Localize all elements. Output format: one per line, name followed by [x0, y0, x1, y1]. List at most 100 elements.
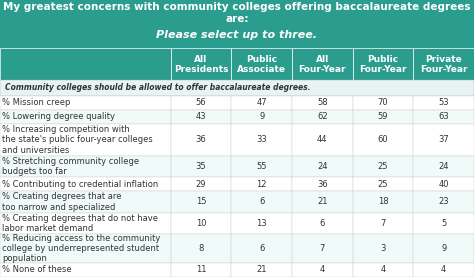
- Text: % Contributing to credential inflation: % Contributing to credential inflation: [2, 180, 159, 189]
- FancyBboxPatch shape: [231, 177, 292, 191]
- Text: 70: 70: [378, 98, 388, 107]
- Text: 7: 7: [319, 244, 325, 253]
- Text: 55: 55: [256, 162, 267, 171]
- Text: 10: 10: [196, 219, 206, 228]
- FancyBboxPatch shape: [292, 177, 353, 191]
- Text: 6: 6: [259, 244, 264, 253]
- FancyBboxPatch shape: [0, 191, 171, 213]
- FancyBboxPatch shape: [353, 110, 413, 124]
- FancyBboxPatch shape: [231, 191, 292, 213]
- FancyBboxPatch shape: [0, 213, 171, 234]
- FancyBboxPatch shape: [0, 110, 171, 124]
- FancyBboxPatch shape: [0, 263, 171, 277]
- Text: 4: 4: [441, 265, 447, 274]
- Text: 5: 5: [441, 219, 447, 228]
- Text: 15: 15: [196, 198, 206, 206]
- FancyBboxPatch shape: [353, 213, 413, 234]
- FancyBboxPatch shape: [0, 48, 171, 80]
- FancyBboxPatch shape: [231, 213, 292, 234]
- FancyBboxPatch shape: [171, 213, 231, 234]
- FancyBboxPatch shape: [171, 191, 231, 213]
- Text: 25: 25: [378, 162, 388, 171]
- FancyBboxPatch shape: [0, 80, 474, 96]
- Text: Public
Associate: Public Associate: [237, 55, 286, 74]
- Text: 62: 62: [317, 112, 328, 122]
- Text: All
Presidents: All Presidents: [174, 55, 228, 74]
- FancyBboxPatch shape: [231, 263, 292, 277]
- FancyBboxPatch shape: [292, 156, 353, 177]
- Text: % Stretching community college
budgets too far: % Stretching community college budgets t…: [2, 157, 139, 176]
- Text: 56: 56: [196, 98, 206, 107]
- FancyBboxPatch shape: [231, 124, 292, 156]
- Text: 36: 36: [196, 135, 206, 144]
- Text: 21: 21: [256, 265, 267, 274]
- FancyBboxPatch shape: [171, 263, 231, 277]
- FancyBboxPatch shape: [413, 234, 474, 263]
- FancyBboxPatch shape: [0, 177, 171, 191]
- Text: 29: 29: [196, 180, 206, 189]
- Text: 63: 63: [438, 112, 449, 122]
- Text: 35: 35: [196, 162, 206, 171]
- Text: 18: 18: [378, 198, 388, 206]
- FancyBboxPatch shape: [171, 124, 231, 156]
- Text: 7: 7: [380, 219, 386, 228]
- FancyBboxPatch shape: [292, 124, 353, 156]
- Text: 59: 59: [378, 112, 388, 122]
- Text: 33: 33: [256, 135, 267, 144]
- Text: % Reducing access to the community
college by underrepresented student
populatio: % Reducing access to the community colle…: [2, 234, 161, 263]
- Text: My greatest concerns with community colleges offering baccalaureate degrees are:: My greatest concerns with community coll…: [3, 2, 471, 24]
- FancyBboxPatch shape: [171, 234, 231, 263]
- Text: 44: 44: [317, 135, 328, 144]
- Text: 3: 3: [380, 244, 386, 253]
- FancyBboxPatch shape: [353, 96, 413, 110]
- FancyBboxPatch shape: [353, 191, 413, 213]
- FancyBboxPatch shape: [231, 156, 292, 177]
- FancyBboxPatch shape: [171, 156, 231, 177]
- FancyBboxPatch shape: [0, 156, 171, 177]
- Text: 12: 12: [256, 180, 267, 189]
- Text: 43: 43: [196, 112, 206, 122]
- FancyBboxPatch shape: [413, 124, 474, 156]
- Text: 11: 11: [196, 265, 206, 274]
- Text: Community colleges should be allowed to offer baccalaureate degrees.: Community colleges should be allowed to …: [5, 83, 310, 93]
- Text: % Mission creep: % Mission creep: [2, 98, 71, 107]
- FancyBboxPatch shape: [413, 177, 474, 191]
- FancyBboxPatch shape: [231, 48, 292, 80]
- FancyBboxPatch shape: [171, 48, 231, 80]
- FancyBboxPatch shape: [292, 234, 353, 263]
- FancyBboxPatch shape: [292, 48, 353, 80]
- FancyBboxPatch shape: [413, 110, 474, 124]
- Text: % Creating degrees that do not have
labor market demand: % Creating degrees that do not have labo…: [2, 214, 158, 233]
- Text: 4: 4: [319, 265, 325, 274]
- FancyBboxPatch shape: [353, 263, 413, 277]
- Text: % Increasing competition with
the state's public four-year colleges
and universi: % Increasing competition with the state'…: [2, 125, 153, 155]
- FancyBboxPatch shape: [413, 48, 474, 80]
- FancyBboxPatch shape: [231, 96, 292, 110]
- Text: 8: 8: [198, 244, 204, 253]
- Text: 21: 21: [317, 198, 328, 206]
- Text: 58: 58: [317, 98, 328, 107]
- Text: All
Four-Year: All Four-Year: [299, 55, 346, 74]
- Text: % Creating degrees that are
too narrow and specialized: % Creating degrees that are too narrow a…: [2, 192, 122, 212]
- FancyBboxPatch shape: [292, 110, 353, 124]
- Text: 6: 6: [319, 219, 325, 228]
- FancyBboxPatch shape: [353, 156, 413, 177]
- Text: 23: 23: [438, 198, 449, 206]
- Text: 24: 24: [317, 162, 328, 171]
- Text: Private
Four-Year: Private Four-Year: [420, 55, 467, 74]
- Text: % None of these: % None of these: [2, 265, 72, 274]
- Text: 24: 24: [438, 162, 449, 171]
- Text: 36: 36: [317, 180, 328, 189]
- Text: 53: 53: [438, 98, 449, 107]
- FancyBboxPatch shape: [413, 213, 474, 234]
- FancyBboxPatch shape: [0, 124, 171, 156]
- FancyBboxPatch shape: [292, 263, 353, 277]
- FancyBboxPatch shape: [353, 234, 413, 263]
- FancyBboxPatch shape: [231, 234, 292, 263]
- FancyBboxPatch shape: [413, 156, 474, 177]
- FancyBboxPatch shape: [413, 96, 474, 110]
- Text: % Lowering degree quality: % Lowering degree quality: [2, 112, 115, 122]
- Text: 13: 13: [256, 219, 267, 228]
- FancyBboxPatch shape: [292, 191, 353, 213]
- Text: 37: 37: [438, 135, 449, 144]
